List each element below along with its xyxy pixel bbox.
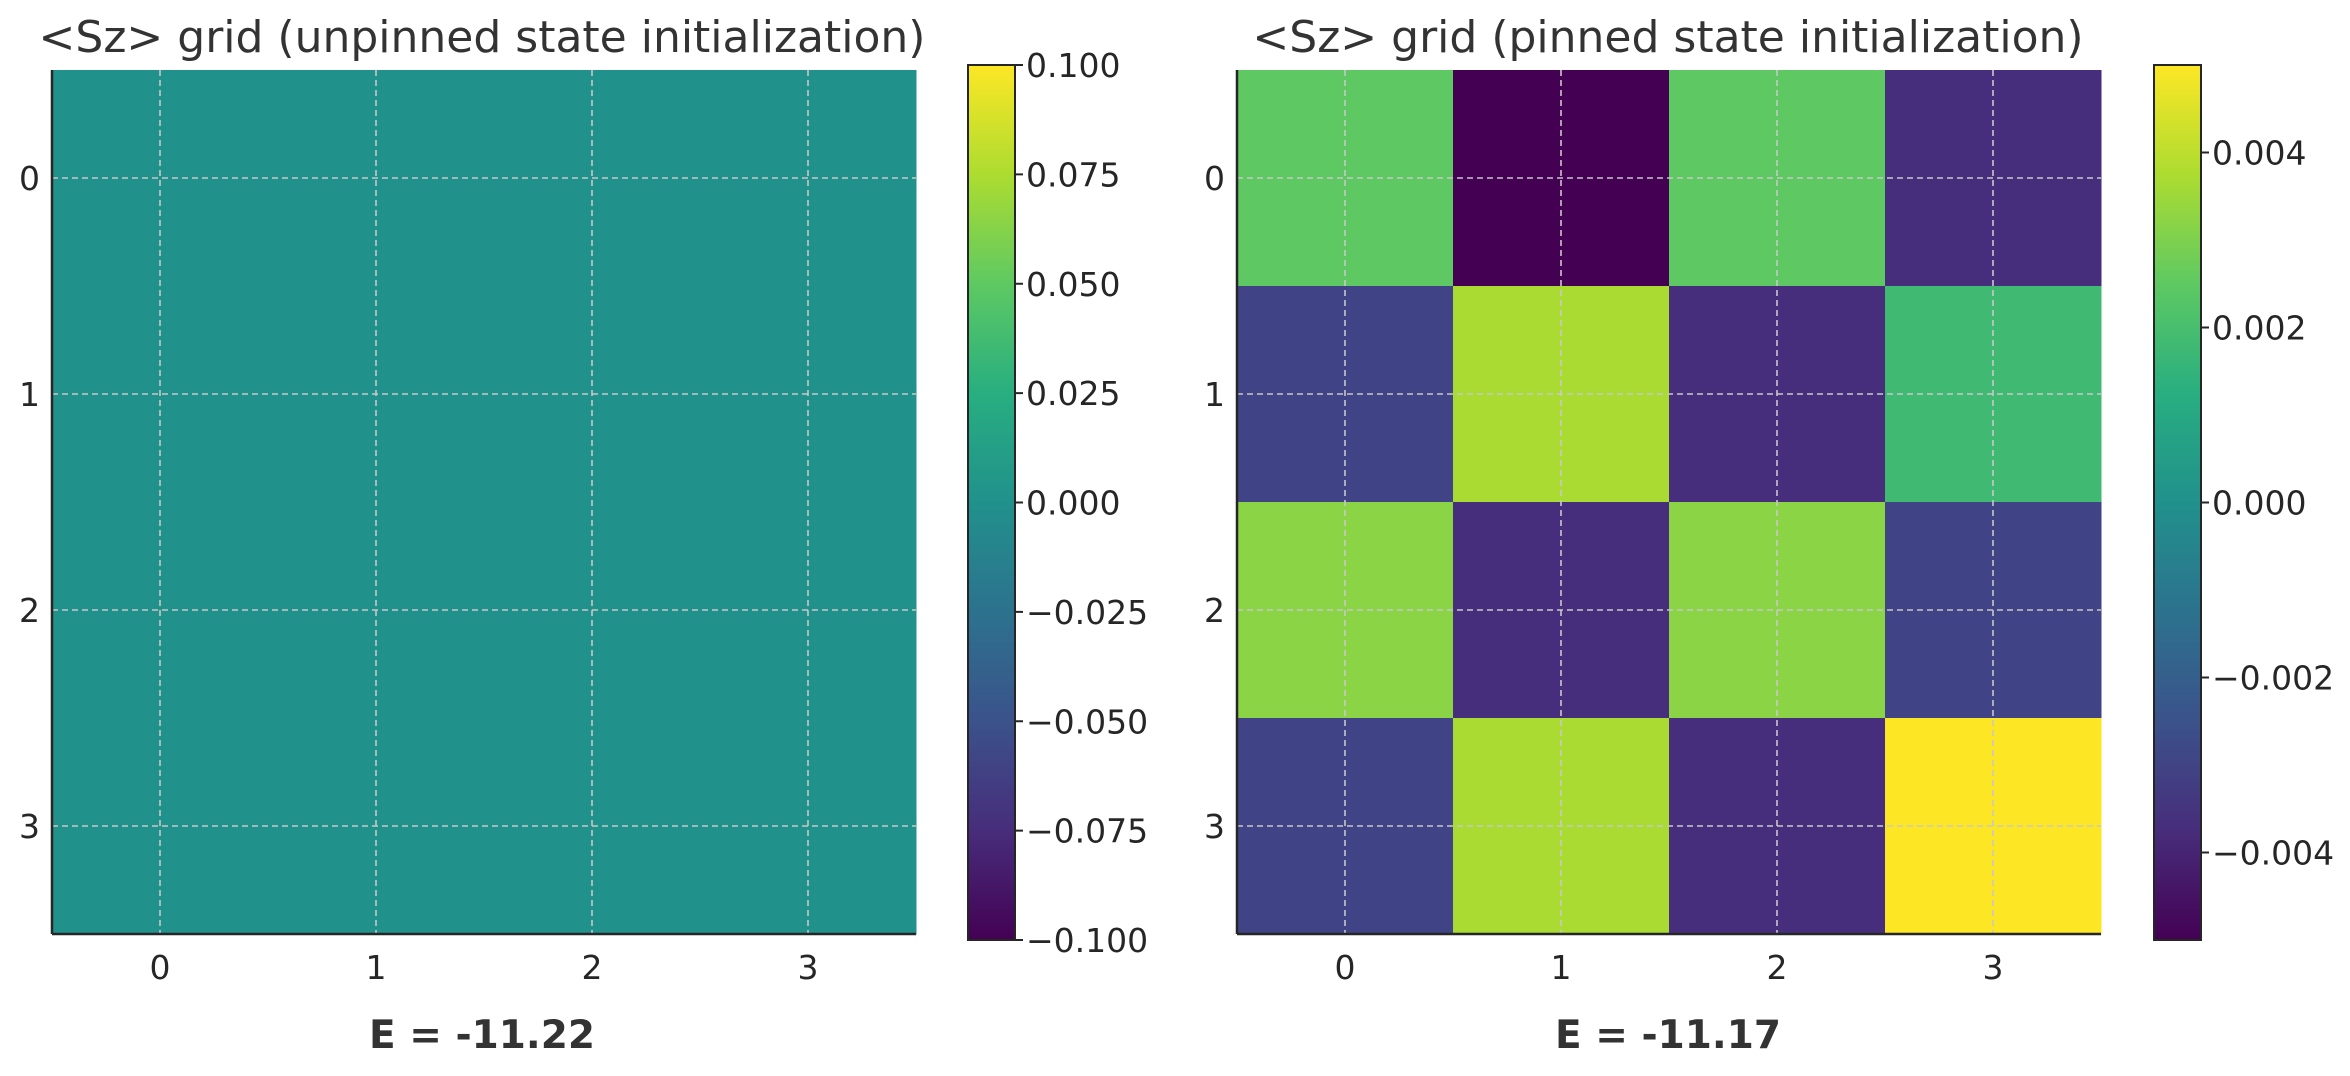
heatmap-panel-pinned: <Sz> grid (pinned state initialization) … — [1204, 12, 2334, 1058]
colorbar-tick-label: −0.075 — [1026, 812, 1148, 851]
energy-label: E = -11.22 — [369, 1013, 595, 1058]
x-tick-label: 1 — [1551, 948, 1572, 987]
colorbar: 0.004 0.002 0.000 −0.002 −0.004 — [2153, 64, 2334, 941]
y-tick-label: 0 — [19, 159, 40, 198]
x-tick-label: 2 — [582, 948, 603, 987]
colorbar-tick-label: 0.000 — [2212, 484, 2306, 523]
chart-title: <Sz> grid (unpinned state initialization… — [39, 12, 926, 63]
x-axis-ticks: 0 1 2 3 — [1335, 948, 2004, 987]
colorbar-gradient — [2153, 64, 2202, 941]
colorbar: 0.100 0.075 0.050 0.025 0.000 −0.025 −0.050 −0.… — [967, 46, 1148, 960]
colorbar-tick-label: −0.050 — [1026, 702, 1148, 741]
y-axis-ticks: 0 1 2 3 — [19, 159, 40, 846]
y-tick-label: 2 — [19, 591, 40, 630]
x-tick-label: 2 — [1767, 948, 1788, 987]
colorbar-tick-label: −0.002 — [2212, 659, 2334, 698]
x-tick-label: 1 — [366, 948, 387, 987]
y-tick-label: 3 — [19, 807, 40, 846]
y-axis-ticks: 0 1 2 3 — [1204, 159, 1225, 846]
colorbar-tick-label: 0.025 — [1026, 374, 1120, 413]
axes-frame — [50, 70, 916, 936]
colorbar-tick-label: −0.100 — [1026, 921, 1148, 960]
colorbar-tick-label: −0.004 — [2212, 834, 2334, 873]
x-tick-label: 3 — [1983, 948, 2004, 987]
y-tick-label: 2 — [1204, 591, 1225, 630]
heatmap-cells — [1237, 70, 2102, 935]
x-tick-label: 0 — [150, 948, 171, 987]
y-tick-label: 0 — [1204, 159, 1225, 198]
grid-lines — [1237, 70, 2101, 934]
energy-label: E = -11.17 — [1555, 1013, 1781, 1058]
colorbar-tick-label: 0.075 — [1026, 155, 1120, 194]
colorbar-tick-label: 0.000 — [1026, 484, 1120, 523]
heatmap-panel-unpinned: <Sz> grid (unpinned state initialization… — [19, 12, 1148, 1058]
colorbar-tick-label: 0.004 — [2212, 134, 2306, 173]
colorbar-tick-label: −0.025 — [1026, 593, 1148, 632]
axes-frame — [1235, 70, 2101, 936]
colorbar-tick-label: 0.100 — [1026, 46, 1120, 85]
chart-title: <Sz> grid (pinned state initialization) — [1252, 12, 2083, 63]
colorbar-tick-label: 0.050 — [1026, 265, 1120, 304]
grid-lines — [52, 70, 916, 934]
x-tick-label: 3 — [798, 948, 819, 987]
y-tick-label: 1 — [19, 375, 40, 414]
x-axis-ticks: 0 1 2 3 — [150, 948, 819, 987]
x-tick-label: 0 — [1335, 948, 1356, 987]
colorbar-tick-label: 0.002 — [2212, 309, 2306, 348]
y-tick-label: 3 — [1204, 807, 1225, 846]
colorbar-gradient — [967, 64, 1016, 941]
y-tick-label: 1 — [1204, 375, 1225, 414]
heatmap-cells — [52, 70, 917, 935]
